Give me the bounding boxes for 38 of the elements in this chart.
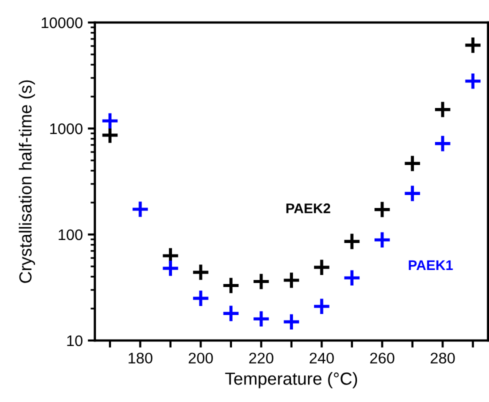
point xyxy=(342,268,362,288)
point xyxy=(222,304,240,323)
point xyxy=(403,154,422,173)
point xyxy=(222,276,240,295)
point xyxy=(161,259,180,278)
point xyxy=(252,310,270,328)
y-axis-title: Crystallisation half-time (s) xyxy=(18,80,36,283)
point xyxy=(192,263,210,282)
point xyxy=(373,230,392,250)
point xyxy=(100,126,120,144)
point xyxy=(433,134,452,153)
point xyxy=(433,100,452,119)
x-tick-label: 280 xyxy=(430,352,455,364)
point xyxy=(192,289,210,308)
x-tick-label: 200 xyxy=(188,352,213,364)
point xyxy=(100,112,120,130)
point xyxy=(464,72,482,90)
point xyxy=(252,272,270,291)
y-tick-label: 10000 xyxy=(42,17,82,28)
point xyxy=(282,271,301,290)
point xyxy=(312,258,331,277)
y-tick-label: 10 xyxy=(67,335,82,346)
point xyxy=(464,36,482,54)
x-tick-label: 180 xyxy=(128,352,152,364)
text: PAEK2 xyxy=(286,203,330,214)
text: PAEK1 xyxy=(408,260,453,270)
x-axis-title: Temperature (°C) xyxy=(225,372,358,388)
x-tick-label: 220 xyxy=(249,352,274,364)
point xyxy=(312,297,331,316)
point xyxy=(131,200,150,218)
x-tick-label: 240 xyxy=(310,352,334,364)
x-tick-label: 260 xyxy=(370,352,394,364)
point xyxy=(282,312,301,331)
point xyxy=(373,200,392,219)
point xyxy=(342,232,362,251)
point xyxy=(403,184,422,203)
y-tick-label: 1000 xyxy=(50,123,82,134)
y-tick-label: 100 xyxy=(58,229,82,240)
